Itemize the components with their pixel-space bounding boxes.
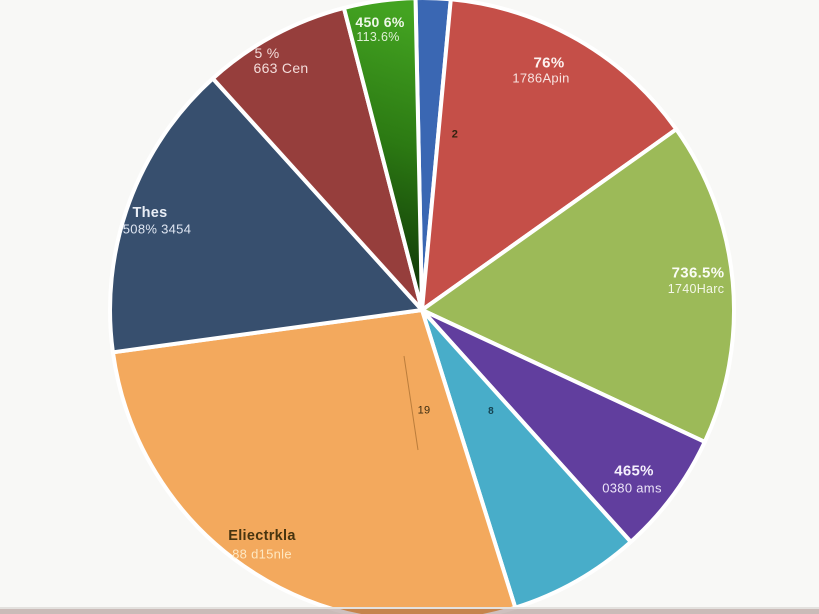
label-maroon-sub: 663 Cen — [253, 60, 309, 76]
pie-segment-red[interactable] — [420, 0, 679, 312]
pie-segment-orange[interactable] — [110, 308, 518, 614]
label-navy-sub: 508% 3454 — [122, 221, 192, 237]
bottom-band — [0, 609, 819, 614]
pie-segment-maroon[interactable] — [210, 5, 424, 312]
label-cyan-note: 8 — [488, 406, 494, 417]
label-purple-percent: 465% — [614, 462, 654, 480]
label-red-sub: 1786Apin — [512, 70, 570, 86]
label-orange-note: 19 — [417, 404, 431, 417]
label-red-percent: 76% — [533, 54, 565, 72]
label-orange-title: Eliectrkla — [228, 527, 296, 544]
pie-segment-navy[interactable] — [108, 76, 424, 355]
pie-segment-purple[interactable] — [420, 308, 707, 544]
label-purple-sub: 0380 ams — [602, 480, 662, 496]
label-maroon-percent: 5 % — [254, 45, 280, 61]
label-olive-percent: 736.5% — [671, 264, 725, 282]
label-green-sub: 113.6% — [356, 29, 400, 44]
bottom-divider-line — [0, 607, 819, 609]
label-navy-title: Thes — [132, 204, 168, 221]
annotation-leader-line — [403, 355, 419, 451]
label-olive-sub: 1740Harc — [667, 281, 725, 296]
label-orange-sub: 88 d15nle — [232, 546, 292, 562]
pie-segment-olive[interactable] — [420, 127, 736, 444]
pie-segment-green[interactable] — [341, 0, 424, 312]
label-red-note: 2 — [451, 128, 459, 141]
label-green-percent: 450 6% — [355, 14, 405, 30]
pie-segment-cyan[interactable] — [420, 308, 633, 610]
